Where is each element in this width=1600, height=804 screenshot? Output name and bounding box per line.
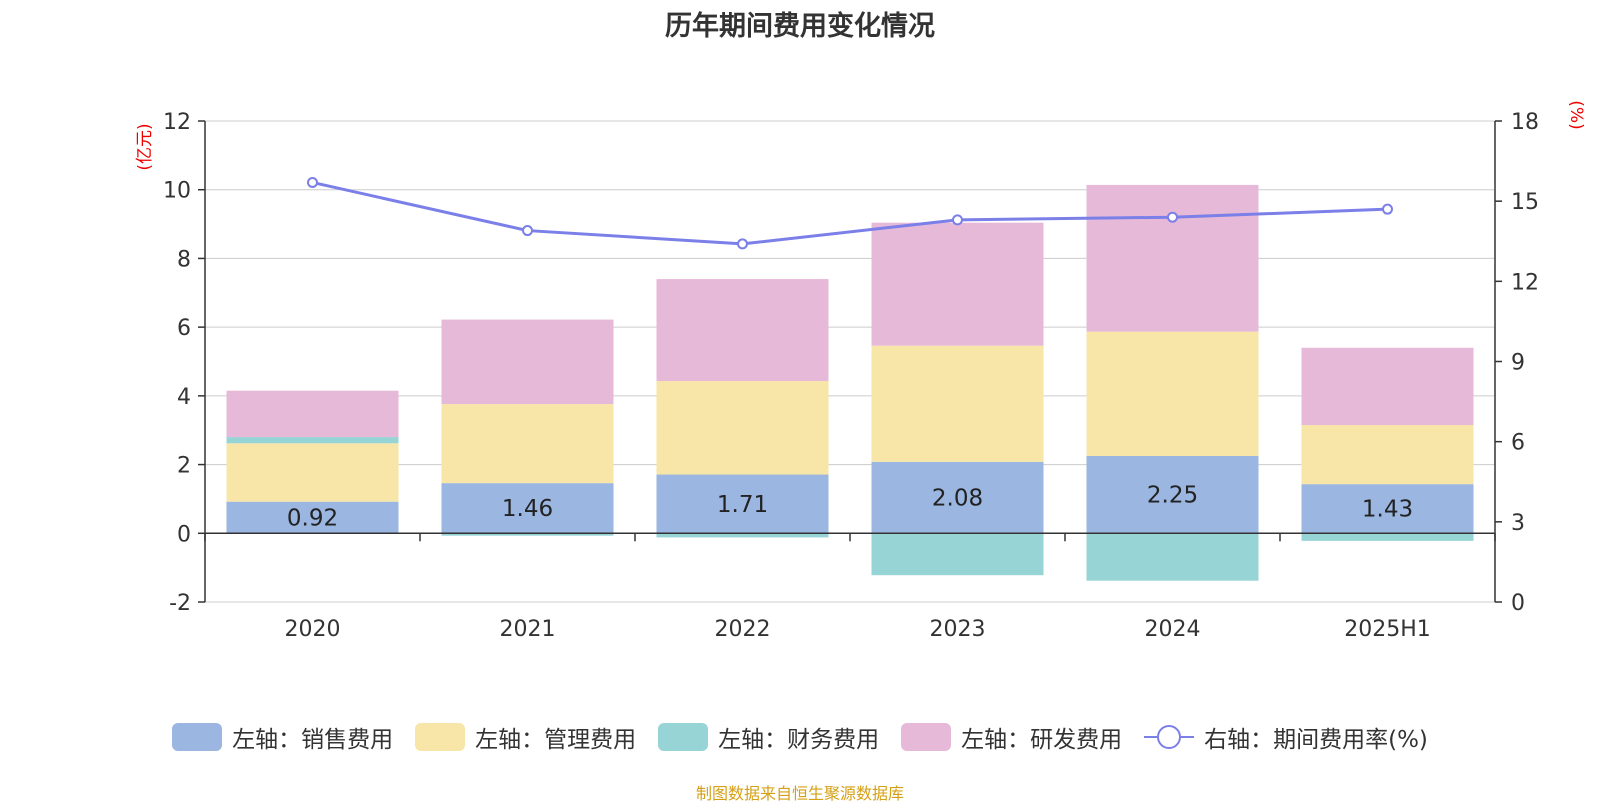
bar-segment [1086,184,1259,332]
right-axis-tick-label: 12 [1511,270,1539,295]
legend-item[interactable]: 左轴：研发费用 [901,720,1122,754]
bar-segment [226,390,399,438]
legend-label: 左轴：财务费用 [718,727,880,753]
left-axis-tick-label: 12 [163,110,191,135]
bar-data-label: 2.25 [1147,483,1198,509]
legend-swatch [658,723,709,751]
x-axis-category-label: 2022 [715,617,771,642]
legend-swatch [172,723,223,751]
x-axis-category-label: 2025H1 [1344,617,1431,642]
bar-segment [656,474,829,534]
right-axis-tick-label: 0 [1511,591,1525,616]
x-axis-category-label: 2024 [1145,617,1201,642]
bar-data-label: 1.43 [1362,497,1413,523]
bar-segment [441,533,614,536]
bar-segment [441,483,614,534]
left-axis-tick-label: 6 [177,316,191,341]
legend-item[interactable]: 左轴：财务费用 [658,720,879,754]
left-axis-unit-label: (亿元) [135,123,155,170]
left-axis-tick-label: 2 [177,454,191,479]
left-axis-tick-label: 8 [177,247,191,272]
legend-swatch [901,723,952,751]
left-axis-tick-label: 0 [177,522,191,547]
rate-point [522,225,533,237]
bar-segment [871,222,1044,346]
bar-segment [1301,533,1474,541]
bar-segment [871,345,1044,462]
x-axis-category-label: 2020 [285,617,341,642]
right-axis-unit-label: (%) [1566,100,1586,129]
bar-segment [226,443,399,502]
bar-segment [656,279,829,382]
bar-data-label: 1.46 [502,496,553,522]
bar-segment [1086,533,1259,581]
bar-segment [1086,331,1259,456]
legend-label: 右轴：期间费用率(%) [1204,727,1428,753]
rate-point [1382,203,1393,215]
data-source-note: 制图数据来自恒生聚源数据库 [695,784,904,803]
right-axis-tick-label: 6 [1511,431,1525,456]
bar-segment [226,501,399,534]
bar-segment [871,533,1044,576]
right-axis-tick-label: 3 [1511,511,1525,536]
chart-legend: 左轴：销售费用 左轴：管理费用 左轴：财务费用 左轴：研发费用 右轴：期间费用率(%) [0,720,1600,754]
legend-label: 左轴：研发费用 [961,727,1123,753]
bar-segment [1086,455,1259,534]
x-axis-category-label: 2023 [930,617,986,642]
legend-swatch [1144,723,1195,751]
rate-line [312,180,1388,246]
bar-data-label: 2.08 [932,486,983,512]
legend-item[interactable]: 左轴：管理费用 [415,720,636,754]
rate-point [952,214,963,226]
bar-segment [1301,347,1474,426]
bar-segment [441,404,614,484]
legend-label: 左轴：管理费用 [475,727,637,753]
right-axis-tick-label: 9 [1511,351,1525,376]
bar-data-label: 0.92 [287,505,338,531]
x-axis-category-label: 2021 [500,617,556,642]
bar-segment [1301,425,1474,485]
left-axis-tick-label: -2 [169,591,191,616]
legend-item[interactable]: 左轴：销售费用 [172,720,393,754]
bar-segment [656,381,829,475]
rate-point [1167,211,1178,223]
bar-data-label: 1.71 [717,492,768,518]
bar-segment [656,533,829,538]
right-axis-tick-label: 15 [1511,190,1539,215]
left-axis-tick-label: 4 [177,385,191,410]
bar-segment [226,437,399,444]
legend-label: 左轴：销售费用 [232,727,394,753]
legend-item[interactable]: 右轴：期间费用率(%) [1144,720,1428,754]
right-axis-tick-label: 18 [1511,110,1539,135]
chart-title: 历年期间费用变化情况 [665,11,935,42]
rate-point [737,238,748,250]
bar-segment [871,461,1044,534]
left-axis-tick-label: 10 [163,179,191,204]
bar-segment [441,319,614,405]
legend-swatch [415,723,466,751]
rate-point [307,176,318,188]
bar-segment [1301,484,1474,534]
